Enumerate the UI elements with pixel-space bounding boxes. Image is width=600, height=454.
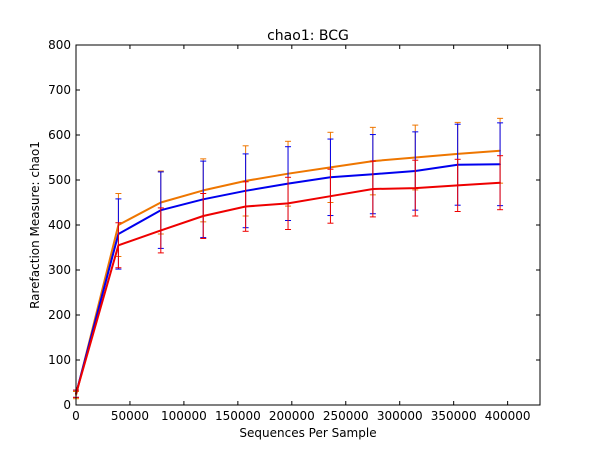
y-tick-label: 800 [48,38,71,52]
y-tick-label: 600 [48,128,71,142]
data-point [244,205,247,208]
data-point [117,244,120,247]
data-point [414,187,417,189]
x-tick-label: 200000 [269,409,315,423]
y-tick-label: 200 [48,308,71,322]
x-tick-label: 100000 [161,409,207,423]
data-point [372,188,374,190]
y-tick-label: 400 [48,218,71,232]
x-tick-label: 150000 [215,409,261,423]
axis-ticks: 0 50000 100000 150000 200000 250000 300000 3500… [48,38,540,423]
plot-frame [75,44,541,406]
y-axis-label: Rarefaction Measure: chao1 [28,141,42,309]
x-tick-label: 400000 [485,409,531,423]
x-tick-label: 350000 [431,409,477,423]
x-tick-label: 0 [72,409,80,423]
data-point [202,215,205,217]
x-tick-label: 50000 [111,409,149,423]
y-tick-label: 700 [48,83,71,97]
chart-title: chao1: BCG [267,28,349,44]
y-tick-label: 500 [48,173,71,187]
series-1 [73,122,504,398]
data-point [499,181,501,184]
data-point [329,195,332,197]
x-axis-label: Sequences Per Sample [239,426,376,440]
x-tick-label: 300000 [377,409,423,423]
y-tick-label: 300 [48,263,71,277]
x-tick-label: 250000 [323,409,369,423]
data-point [287,202,289,205]
data-point [160,229,162,232]
data-point [456,184,459,187]
series-2 [73,155,504,398]
series-group [73,117,504,400]
y-tick-label: 0 [63,398,71,412]
y-tick-label: 100 [48,353,71,367]
